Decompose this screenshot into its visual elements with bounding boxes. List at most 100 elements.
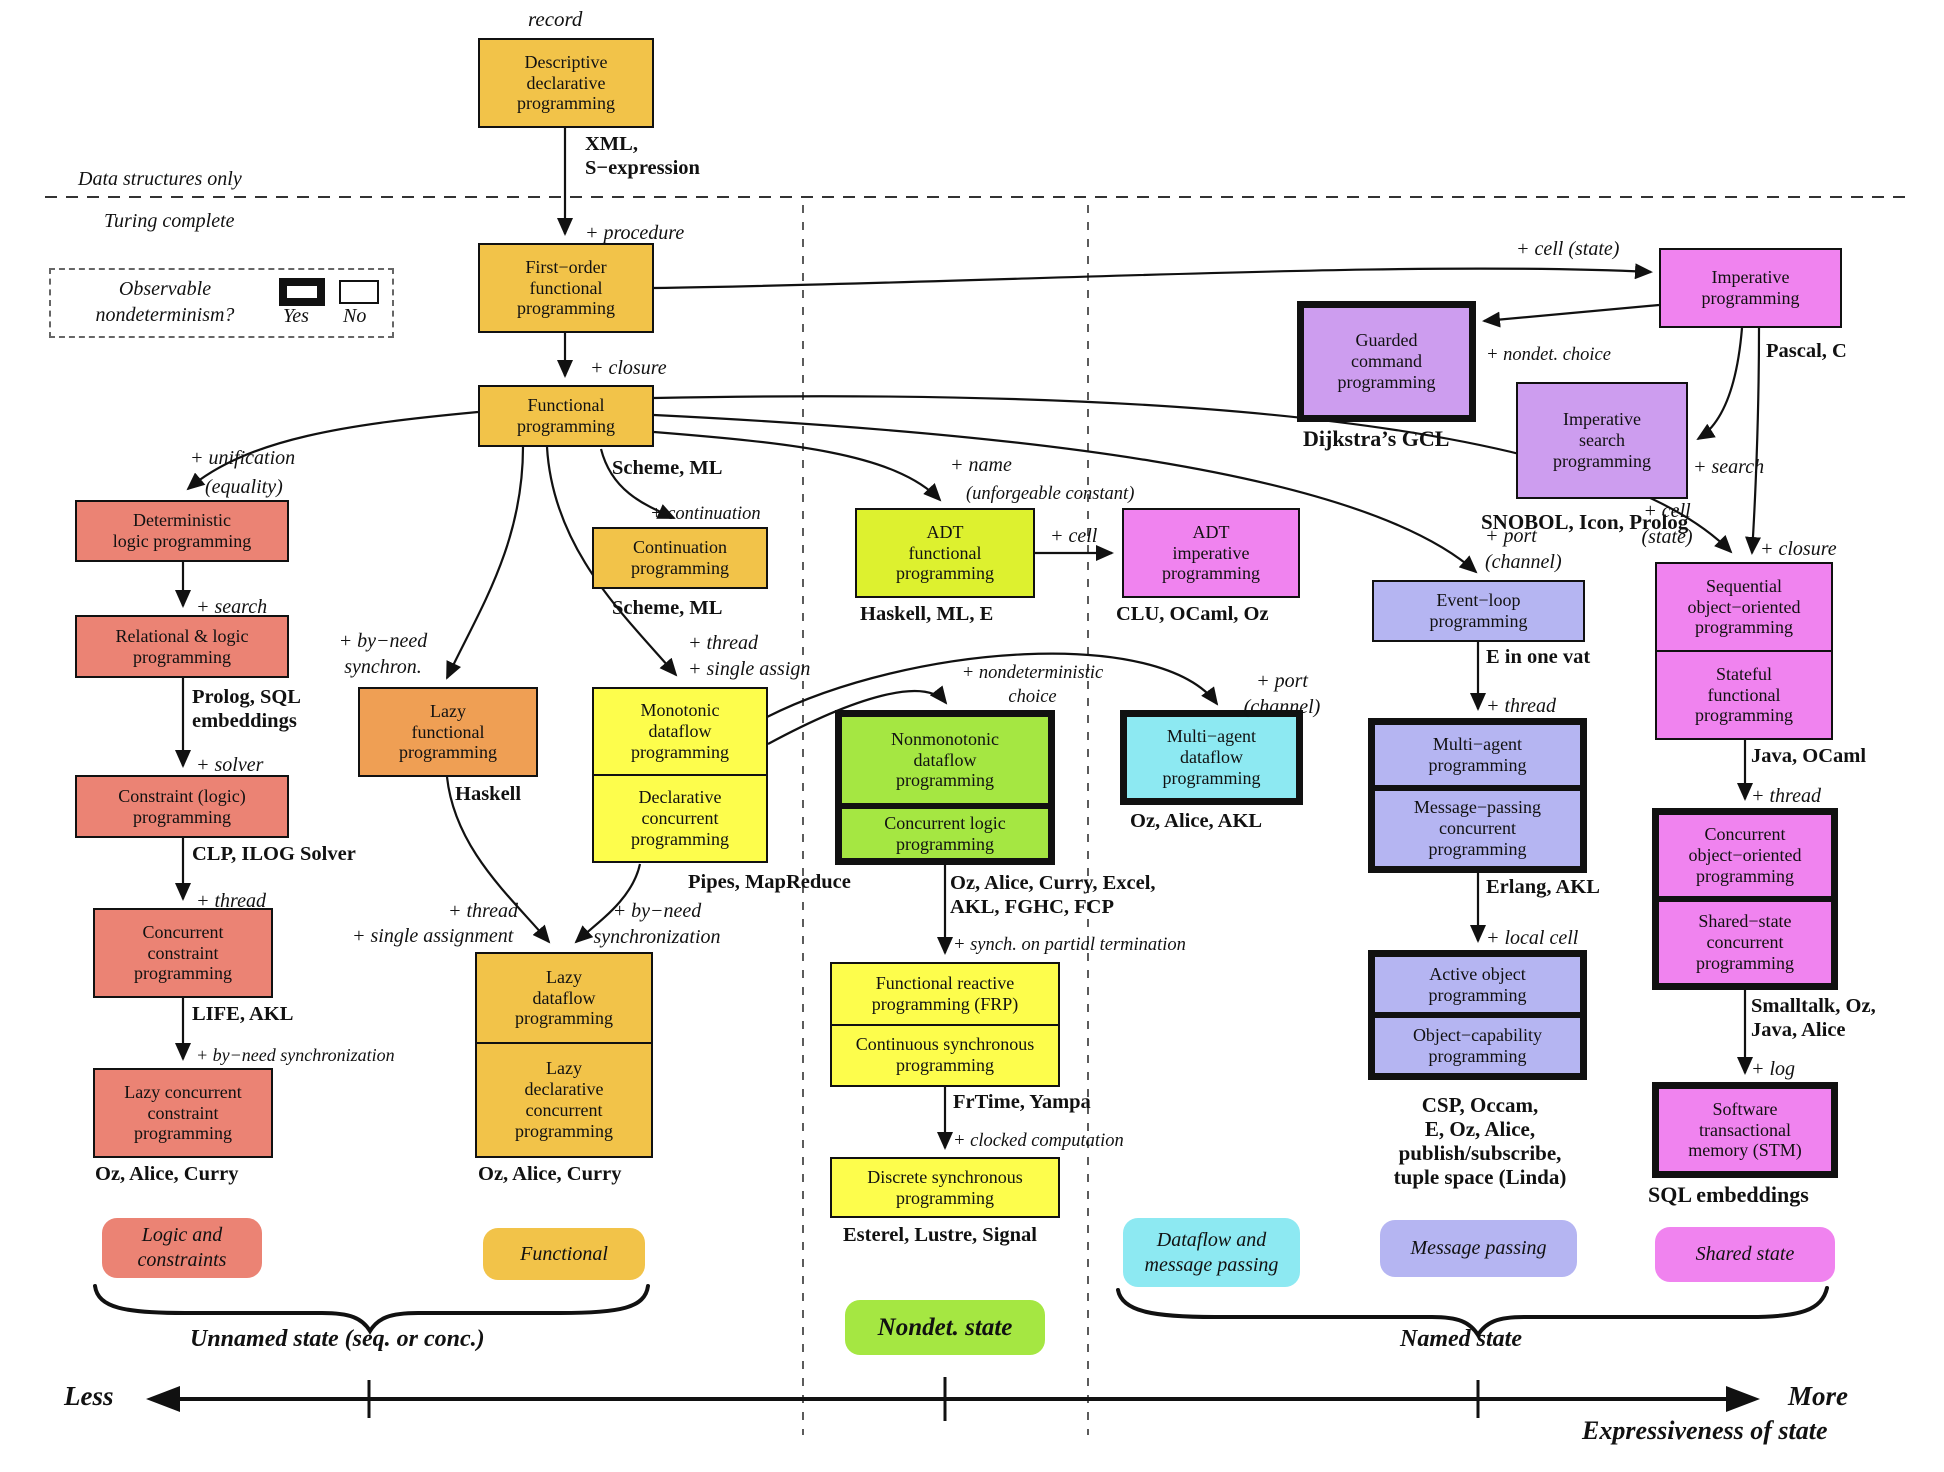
plus-synch-partial-label: + synch. on partial termination xyxy=(953,935,1186,955)
box-adt-imperative: ADT imperative programming xyxy=(1122,508,1300,598)
region-functional: Functional xyxy=(483,1228,645,1280)
plus-port-eventloop-label: + port (channel) xyxy=(1485,525,1562,573)
life-akl-label: LIFE, AKL xyxy=(192,1003,294,1025)
box-nonmonotonic-stack: Nonmonotonic dataflow programming Concur… xyxy=(835,710,1055,865)
box-concurrent-oo: Concurrent object−oriented programming xyxy=(1688,824,1802,886)
sql-embeddings-label: SQL embeddings xyxy=(1648,1182,1809,1207)
unforgeable-constant-label: (unforgeable constant) xyxy=(966,484,1135,504)
box-stm: Software transactional memory (STM) xyxy=(1652,1082,1838,1178)
box-relational-logic: Relational & logic programming xyxy=(75,615,289,678)
plus-search-right-label: + search xyxy=(1693,456,1765,478)
plus-byneed-left-label: + by−need synchronization xyxy=(196,1045,395,1065)
box-active-object-stack: Active object programming Object−capabil… xyxy=(1368,950,1587,1080)
plus-single-assign-label: + single assign xyxy=(688,658,811,680)
plus-thread-eventloop-label: + thread xyxy=(1486,695,1556,717)
box-functional-reactive: Functional reactive programming (FRP) xyxy=(871,972,1019,1014)
region-message-passing: Message passing xyxy=(1380,1220,1577,1277)
box-continuous-synchronous: Continuous synchronous programming xyxy=(832,1023,1058,1086)
dijkstra-gcl-label: Dijkstra’s GCL xyxy=(1303,426,1450,451)
region-nondet-state: Nondet. state xyxy=(845,1300,1045,1355)
plus-thread-right-label: + thread xyxy=(1751,785,1821,807)
box-multiagent-stack: Multi−agent programming Message−passing … xyxy=(1368,718,1587,873)
region-logic-constraints: Logic and constraints xyxy=(102,1218,262,1278)
esterel-lustre-signal-label: Esterel, Lustre, Signal xyxy=(843,1224,1037,1246)
unnamed-state-label: Unnamed state (seq. or conc.) xyxy=(190,1326,485,1352)
plus-solver-label: + solver xyxy=(196,754,264,776)
plus-thread-left-label: + thread xyxy=(196,890,266,912)
plus-closure-right-label: + closure xyxy=(1760,538,1837,560)
box-continuation: Continuation programming xyxy=(592,527,768,589)
turing-complete-label: Turing complete xyxy=(104,210,235,232)
e-in-one-vat-label: E in one vat xyxy=(1486,646,1591,668)
oz-alice-curry-mid-label: Oz, Alice, Curry xyxy=(478,1163,622,1185)
legend-question: Observable nondeterminism? xyxy=(95,278,235,326)
frtime-yampa-label: FrTime, Yampa xyxy=(953,1091,1091,1113)
scheme-ml-2-label: Scheme, ML xyxy=(612,597,723,619)
plus-nondet-choice-top-label: + nondet. choice xyxy=(1486,345,1611,365)
box-stateful-functional: Stateful functional programming xyxy=(1657,650,1831,738)
erlang-akl-label: Erlang, AKL xyxy=(1486,876,1600,898)
oz-alice-akl-label: Oz, Alice, AKL xyxy=(1130,810,1263,832)
pascal-c-label: Pascal, C xyxy=(1766,340,1847,362)
plus-thread-lazydf-label: + thread xyxy=(448,900,518,922)
named-state-label: Named state xyxy=(1400,1326,1522,1352)
box-descriptive-declarative: Descriptive declarative programming xyxy=(478,38,654,128)
equality-label: (equality) xyxy=(205,476,283,498)
plus-byneed-mid-label: + by−need synchron. xyxy=(338,630,428,678)
box-guarded-command: Guarded command programming xyxy=(1297,301,1476,422)
plus-continuation-label: + continuation xyxy=(650,504,761,524)
box-concurrent-constraint: Concurrent constraint programming xyxy=(93,908,273,998)
box-lazy-declarative-concurrent: Lazy declarative concurrent programming xyxy=(477,1042,651,1156)
plus-port-dataflow-label: + port (channel) xyxy=(1243,670,1321,718)
plus-nondet-choice-mid-label: + nondeterministic choice xyxy=(961,663,1104,708)
plus-closure-label: + closure xyxy=(590,357,667,379)
plus-unification-label: + unification xyxy=(190,447,296,469)
box-first-order-functional: First−order functional programming xyxy=(478,243,654,333)
box-multiagent-dataflow: Multi−agent dataflow programming xyxy=(1120,710,1303,805)
legend-yes-swatch xyxy=(279,278,325,306)
prolog-sql-label: Prolog, SQL embeddings xyxy=(192,686,301,732)
snobol-icon-prolog-label: SNOBOL, Icon, Prolog xyxy=(1481,510,1689,534)
clu-ocaml-oz-label: CLU, OCaml, Oz xyxy=(1116,603,1269,625)
box-object-capability: Object−capability programming xyxy=(1375,1012,1580,1073)
axis-more-label: More xyxy=(1788,1381,1848,1411)
box-lazy-dataflow: Lazy dataflow programming xyxy=(515,966,613,1029)
legend-yes-label: Yes xyxy=(283,305,309,327)
java-ocaml-label: Java, OCaml xyxy=(1751,745,1867,767)
plus-clocked-label: + clocked computation xyxy=(953,1131,1124,1151)
plus-log-label: + log xyxy=(1751,1058,1796,1080)
plus-byneed-lazydf-label: + by−need synchronization xyxy=(593,900,721,948)
box-deterministic-logic: Deterministic logic programming xyxy=(75,500,289,562)
oz-alice-curry-left-label: Oz, Alice, Curry xyxy=(95,1163,239,1185)
box-imperative: Imperative programming xyxy=(1659,248,1842,328)
box-active-object: Active object programming xyxy=(1428,963,1527,1005)
box-shared-state-concurrent: Shared−state concurrent programming xyxy=(1659,896,1831,983)
legend-no-swatch xyxy=(339,280,379,304)
box-sequential-oo: Sequential object−oriented programming xyxy=(1687,575,1801,638)
xml-sexpression-label: XML, S−expression xyxy=(585,133,700,179)
observable-nondeterminism-legend: Observable nondeterminism? Yes No xyxy=(49,268,394,338)
box-lazy-functional: Lazy functional programming xyxy=(358,687,538,777)
box-sequential-oo-stack: Sequential object−oriented programming S… xyxy=(1655,562,1833,740)
plus-cell-state-top-label: + cell (state) xyxy=(1516,238,1620,260)
axis-less-label: Less xyxy=(64,1381,114,1411)
plus-name-label: + name xyxy=(950,454,1012,476)
plus-local-cell-label: + local cell xyxy=(1486,927,1579,949)
plus-single-assignment-label: + single assignment xyxy=(352,925,514,947)
box-declarative-concurrent: Declarative concurrent programming xyxy=(594,774,766,861)
plus-cell-adt-label: + cell xyxy=(1050,525,1098,547)
region-dataflow-message: Dataflow and message passing xyxy=(1123,1218,1300,1287)
box-concurrent-oo-stack: Concurrent object−oriented programming S… xyxy=(1652,808,1838,990)
box-multiagent-programming: Multi−agent programming xyxy=(1428,734,1527,775)
box-discrete-synchronous: Discrete synchronous programming xyxy=(830,1157,1060,1218)
box-constraint-logic: Constraint (logic) programming xyxy=(75,775,289,838)
box-adt-functional: ADT functional programming xyxy=(855,508,1035,598)
box-imperative-search: Imperative search programming xyxy=(1516,382,1688,499)
box-functional: Functional programming xyxy=(478,385,654,447)
box-message-passing-concurrent: Message−passing concurrent programming xyxy=(1375,785,1580,866)
plus-thread-mid-label: + thread xyxy=(688,632,758,654)
smalltalk-label: Smalltalk, Oz, Java, Alice xyxy=(1751,995,1876,1041)
oz-curry-excel-label: Oz, Alice, Curry, Excel, AKL, FGHC, FCP xyxy=(950,872,1156,918)
box-lazy-concurrent-constraint: Lazy concurrent constraint programming xyxy=(93,1068,273,1158)
